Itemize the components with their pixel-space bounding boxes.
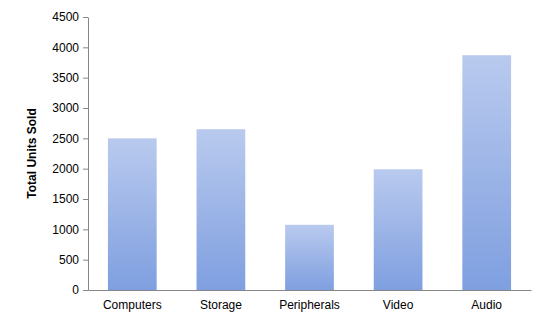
tick-label: Peripherals (279, 298, 340, 312)
tick: Storage (200, 290, 242, 312)
tick: 2000 (52, 162, 88, 176)
tick: Video (383, 290, 414, 312)
tick: Peripherals (279, 290, 340, 312)
y-axis: 0 500 1000 1500 2000 2500 3000 3500 4000 4500 (52, 10, 88, 297)
bar (285, 225, 334, 290)
tick-label: Computers (103, 298, 162, 312)
tick: 4500 (52, 10, 88, 24)
tick: 500 (59, 253, 88, 267)
bars (108, 55, 511, 290)
tick-mark (83, 260, 88, 261)
tick-label: Storage (200, 298, 242, 312)
tick-label: 4000 (52, 41, 79, 55)
plot-area: 0 500 1000 1500 2000 2500 3000 3500 4000 4500 Comp… (52, 10, 531, 311)
chart: 0 500 1000 1500 2000 2500 3000 3500 4000 4500 Comp… (0, 0, 539, 325)
tick: 1000 (52, 223, 88, 237)
tick: 3500 (52, 71, 88, 85)
bar (462, 55, 511, 290)
tick-mark (83, 108, 88, 109)
tick-label: 0 (72, 283, 79, 297)
tick-mark (83, 17, 88, 18)
y-axis-title: Total Units Sold (25, 108, 39, 198)
bar (108, 138, 157, 290)
tick-mark (83, 78, 88, 79)
x-axis: Computers Storage Peripherals Video Audio (89, 290, 532, 312)
tick-mark (83, 199, 88, 200)
tick-label: Audio (471, 298, 502, 312)
tick: 1500 (52, 192, 88, 206)
tick: 0 (72, 283, 88, 297)
axis-line (89, 290, 532, 291)
tick-label: 1000 (52, 223, 79, 237)
tick: 2500 (52, 132, 88, 146)
axis-line (88, 18, 89, 291)
tick-label: 3500 (52, 71, 79, 85)
tick: 3000 (52, 101, 88, 115)
tick-label: 3000 (52, 101, 79, 115)
tick-label: 500 (59, 253, 79, 267)
tick-label: 2000 (52, 162, 79, 176)
bar (197, 129, 246, 290)
tick-label: 2500 (52, 132, 79, 146)
tick-mark (83, 290, 88, 291)
tick-mark (83, 169, 88, 170)
tick: 4000 (52, 41, 88, 55)
tick-mark (83, 229, 88, 230)
bar (374, 169, 423, 290)
tick-mark (83, 47, 88, 48)
tick: Audio (471, 290, 502, 312)
tick-label: 1500 (52, 192, 79, 206)
tick: Computers (103, 290, 162, 312)
tick-label: 4500 (52, 10, 79, 24)
tick-label: Video (383, 298, 414, 312)
tick-mark (83, 138, 88, 139)
